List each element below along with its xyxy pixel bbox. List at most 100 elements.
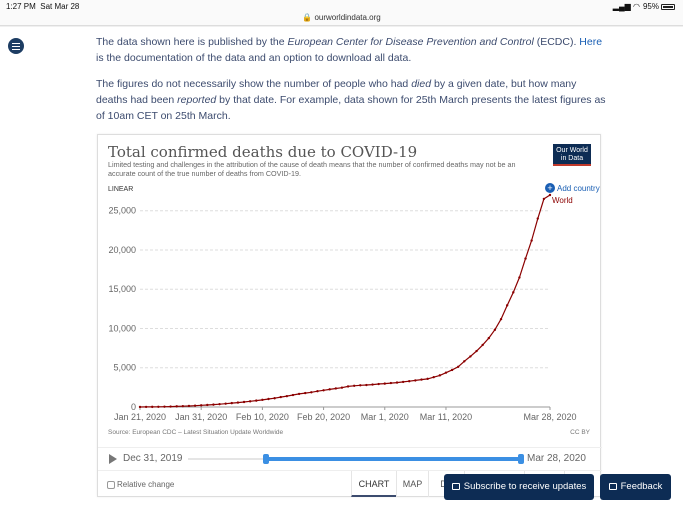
data-point (340, 386, 344, 389)
data-point (512, 291, 515, 294)
timeline-end: Mar 28, 2020 (527, 453, 586, 464)
data-point (175, 405, 178, 408)
data-point (518, 276, 521, 279)
battery-icon (661, 3, 675, 10)
subscribe-button[interactable]: Subscribe to receive updates (444, 474, 594, 500)
x-tick-label: Mar 28, 2020 (523, 412, 576, 422)
timeline-start-handle[interactable] (263, 454, 269, 464)
play-icon[interactable] (109, 454, 117, 464)
data-point (450, 368, 454, 372)
data-point (230, 401, 233, 405)
data-point (212, 403, 215, 406)
data-point (371, 383, 374, 386)
data-point (432, 375, 435, 379)
chart-plot: 0 5,000 10,000 15,000 20,000 25,000 Jan 21, 20… (108, 193, 577, 422)
series-label-world: World (552, 196, 573, 205)
status-time: 1:27 PM Sat Mar 28 (6, 2, 80, 11)
data-point (475, 349, 478, 353)
data-point (346, 385, 350, 388)
add-country-button[interactable]: + Add country (545, 183, 600, 193)
y-tick-label: 10,000 (108, 323, 136, 333)
data-point (438, 374, 442, 377)
data-point (187, 404, 191, 408)
data-point (334, 387, 338, 390)
y-tick-label: 20,000 (108, 245, 136, 255)
timeline-end-handle[interactable] (518, 454, 524, 464)
data-point (377, 382, 380, 386)
url-text: ourworldindata.org (314, 13, 381, 22)
data-point (206, 403, 209, 407)
chart-card: Total confirmed deaths due to COVID-19 L… (97, 134, 602, 497)
data-point (469, 355, 472, 358)
chart-license[interactable]: CC BY (570, 429, 590, 436)
tab-map[interactable]: MAP (396, 471, 428, 497)
data-point (548, 193, 552, 197)
wifi-icon: ▂▄▆ ◠ (612, 2, 640, 11)
data-point (291, 393, 295, 397)
scale-toggle[interactable]: LINEAR (108, 186, 134, 193)
documentation-link[interactable]: Here (579, 36, 603, 48)
data-point (524, 257, 527, 260)
data-point (481, 343, 484, 347)
timeline-start: Dec 31, 2019 (123, 453, 183, 464)
data-point (273, 397, 276, 400)
data-point (359, 384, 362, 387)
owid-logo[interactable]: Our World in Data (553, 144, 591, 166)
data-point (414, 379, 417, 382)
data-point (181, 404, 185, 408)
x-tick-label: Mar 11, 2020 (420, 412, 472, 422)
plus-icon: + (545, 183, 555, 193)
data-point (310, 391, 313, 394)
data-point (138, 405, 142, 409)
article-paragraph-1: The data shown here is published by the … (96, 36, 603, 64)
data-point (365, 383, 368, 387)
x-tick-label: Mar 1, 2020 (361, 412, 409, 422)
address-bar[interactable]: 🔒 ourworldindata.org (0, 12, 683, 26)
data-point (199, 404, 203, 407)
lock-icon: 🔒 (302, 13, 313, 22)
data-point (248, 400, 252, 403)
y-tick-label: 5,000 (113, 363, 136, 373)
data-point (218, 402, 221, 406)
table-of-contents-button[interactable] (8, 38, 24, 54)
data-point (328, 388, 331, 391)
feedback-button[interactable]: Feedback (600, 474, 671, 500)
relative-change-checkbox[interactable]: Relative change (107, 480, 174, 489)
data-point (297, 392, 301, 396)
timeline-range[interactable] (266, 457, 522, 461)
article-paragraph-2: The figures do not necessarily show the … (96, 78, 606, 122)
checkbox-icon (107, 480, 115, 489)
data-point (542, 197, 546, 201)
data-point (242, 400, 246, 404)
data-point (408, 380, 411, 383)
data-point (383, 382, 386, 385)
data-point (261, 398, 264, 402)
data-point (236, 401, 240, 404)
y-tick-label: 25,000 (108, 206, 136, 216)
data-point (285, 394, 289, 398)
data-point (420, 378, 423, 381)
data-point (395, 381, 399, 384)
x-tick-label: Feb 10, 2020 (236, 412, 289, 422)
data-point (505, 304, 509, 307)
status-bar: 1:27 PM Sat Mar 28 ▂▄▆ ◠ 95% (0, 0, 683, 12)
chart-source[interactable]: Source: European CDC – Latest Situation … (108, 429, 284, 436)
chart-title: Total confirmed deaths due to COVID-19 (108, 143, 418, 161)
data-point (163, 405, 166, 408)
data-point (426, 377, 429, 381)
data-point (322, 389, 325, 392)
x-tick-label: Jan 21, 2020 (114, 412, 166, 422)
tab-chart[interactable]: CHART (351, 471, 396, 497)
timeline: Dec 31, 2019 Mar 28, 2020 (98, 447, 602, 467)
y-tick-label: 0 (131, 402, 136, 412)
data-point (499, 317, 503, 321)
data-point (457, 365, 460, 368)
data-point (316, 390, 319, 393)
chart-subtitle: Limited testing and challenges in the at… (108, 160, 516, 178)
data-point (304, 391, 307, 395)
data-point (267, 397, 270, 401)
data-point (352, 384, 356, 388)
chat-icon (608, 482, 617, 490)
data-point (487, 336, 491, 340)
data-point (224, 402, 227, 405)
